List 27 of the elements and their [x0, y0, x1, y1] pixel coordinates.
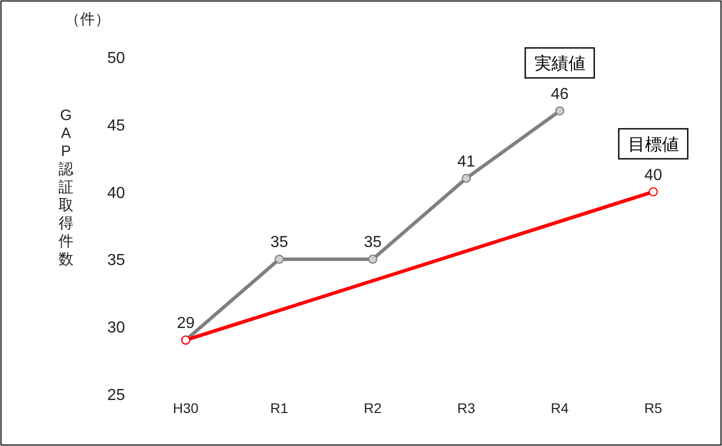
data-label: 40: [644, 166, 662, 184]
x-tick-label: R3: [457, 400, 476, 416]
x-tick-label: R4: [550, 400, 569, 416]
point: [462, 174, 471, 183]
text: （件）: [65, 11, 110, 28]
x-tick-label: R2: [364, 400, 382, 416]
y-tick-label: 50: [107, 50, 126, 67]
text: GAP認証取得件数: [58, 107, 74, 268]
y-tick-label: 40: [107, 184, 126, 202]
point: [555, 106, 564, 116]
point: [274, 254, 284, 264]
x-tick-label: R5: [644, 400, 662, 416]
data-label: 41: [457, 153, 476, 170]
y-tick-label: 45: [107, 117, 126, 134]
data-label: 35: [270, 234, 288, 252]
text: 実績値: [534, 54, 586, 73]
data-label: 35: [364, 234, 382, 252]
data-label: 46: [550, 86, 569, 103]
y-tick-label: 25: [107, 387, 126, 404]
y-tick-label: 35: [107, 252, 126, 270]
x-tick-label: H30: [172, 400, 199, 416]
text: 目標値: [628, 134, 679, 154]
x-tick-label: R1: [270, 400, 288, 416]
point: [648, 187, 658, 196]
point: [368, 254, 378, 264]
data-label: 29: [176, 315, 195, 332]
y-tick-label: 30: [107, 320, 126, 337]
